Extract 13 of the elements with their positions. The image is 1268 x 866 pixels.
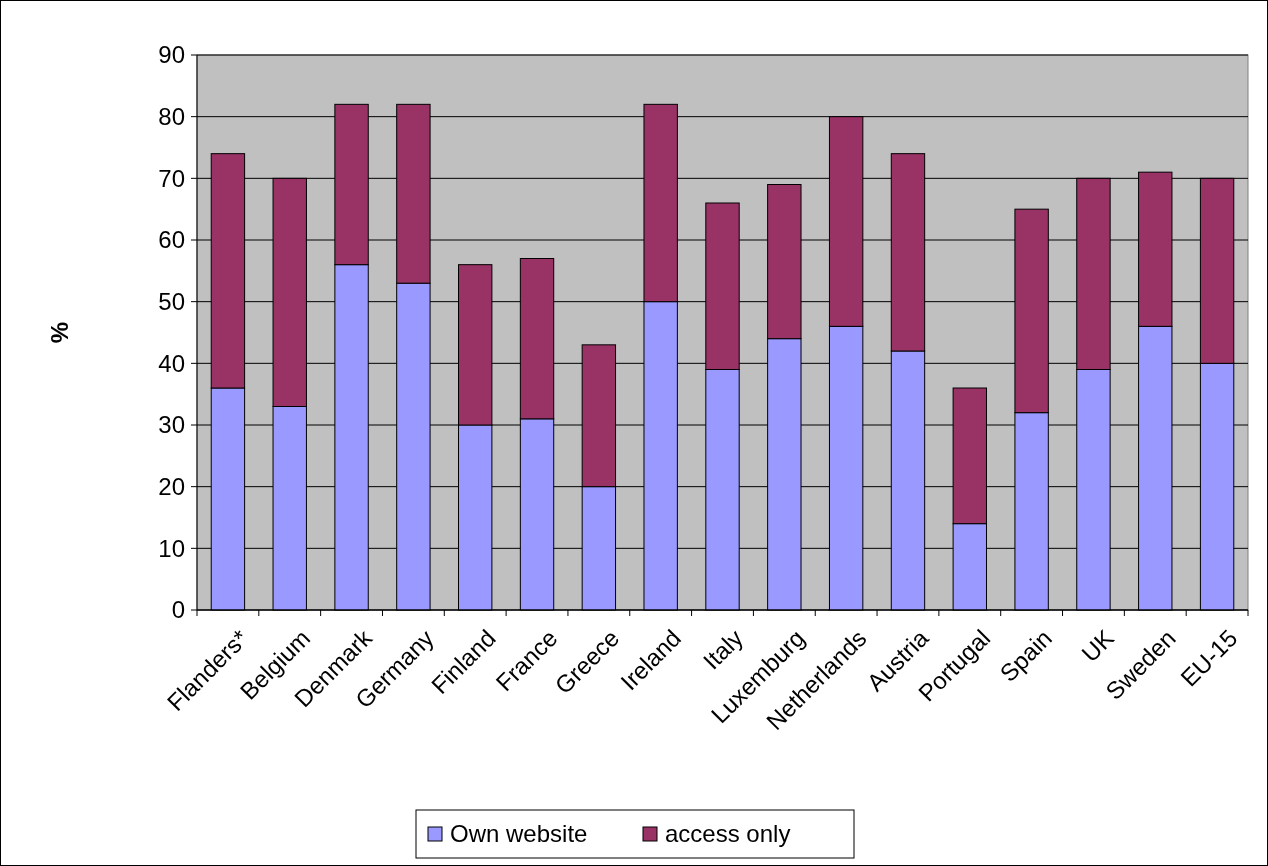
y-tick-label: 30: [158, 411, 185, 439]
y-tick-label: 20: [158, 473, 185, 501]
legend-label: access only: [665, 820, 791, 848]
y-tick-label: 60: [158, 226, 185, 254]
y-tick-label: 10: [158, 534, 185, 562]
y-tick-label: 80: [158, 103, 185, 131]
legend-label: Own website: [450, 820, 588, 848]
y-tick-label: 0: [171, 596, 185, 624]
y-tick-label: 70: [158, 164, 185, 192]
y-tick-label: 40: [158, 349, 185, 377]
y-tick-label: 90: [158, 41, 185, 69]
y-axis-title: %: [46, 321, 73, 344]
y-tick-label: 50: [158, 288, 185, 316]
